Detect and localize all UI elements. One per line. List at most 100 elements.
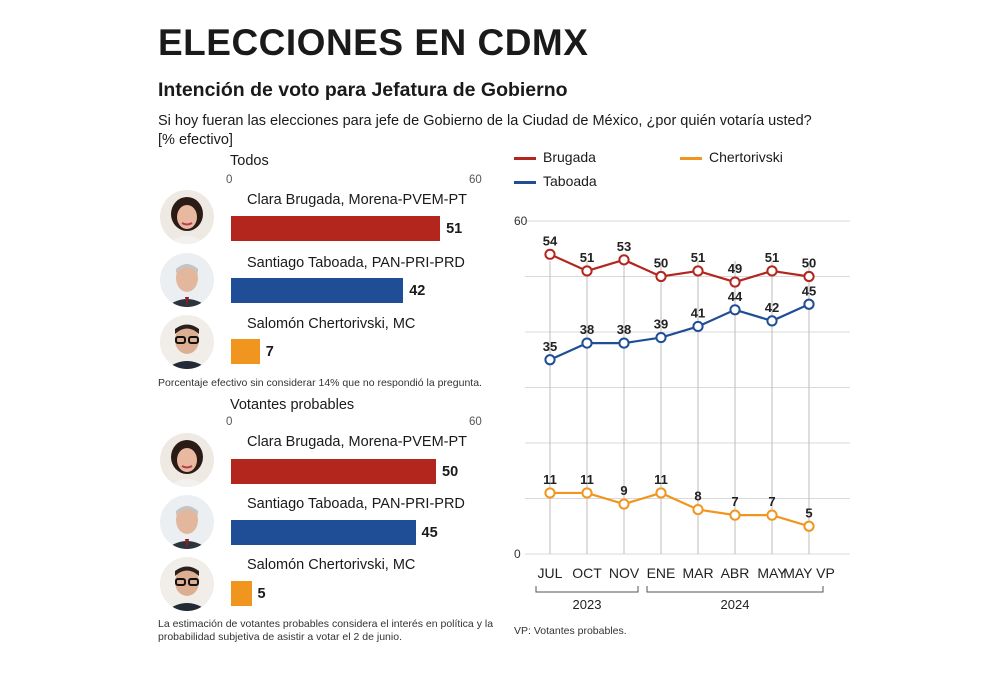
data-point-brugada	[692, 265, 704, 277]
candidate-label-taboada: Santiago Taboada, PAN-PRI-PRD	[247, 496, 465, 512]
avatar-taboada	[160, 495, 214, 549]
section-note: Porcentaje efectivo sin considerar 14% q…	[158, 377, 482, 389]
legend-label-brugada: Brugada	[543, 149, 596, 165]
data-label-chertorivski: 7	[768, 494, 775, 509]
survey-question: Si hoy fueran las elecciones para jefe d…	[158, 112, 858, 150]
data-label-brugada: 49	[728, 261, 742, 276]
avatar-brugada	[160, 433, 214, 487]
bar-brugada	[231, 459, 436, 484]
series-line-taboada	[549, 303, 810, 361]
question-text: Si hoy fueran las elecciones para jefe d…	[158, 113, 812, 129]
x-tick-label: ENE	[647, 565, 676, 581]
data-label-brugada: 50	[802, 256, 816, 271]
value-label-taboada: 45	[421, 525, 438, 541]
candidate-label-brugada: Clara Brugada, Morena-PVEM-PT	[247, 434, 467, 450]
legend-label-chertorivski: Chertorivski	[709, 149, 783, 165]
data-point-taboada	[692, 320, 704, 333]
data-label-chertorivski: 9	[620, 483, 627, 498]
data-label-brugada: 51	[765, 250, 779, 265]
avatar-chertorivski	[160, 557, 214, 611]
section-heading: Todos	[230, 153, 269, 169]
data-point-chertorivski	[729, 509, 741, 521]
data-point-taboada	[803, 298, 815, 310]
data-point-chertorivski	[803, 520, 815, 532]
y-tick-label: 60	[514, 214, 528, 228]
data-label-brugada: 51	[580, 250, 594, 265]
axis-min-label: 0	[226, 416, 233, 428]
data-point-chertorivski	[581, 487, 593, 499]
candidate-label-chertorivski: Salomón Chertorivski, MC	[247, 316, 416, 332]
x-tick-label: MAY VP	[783, 565, 835, 581]
data-label-chertorivski: 11	[654, 472, 668, 487]
data-label-chertorivski: 5	[805, 505, 812, 520]
avatar-brugada	[160, 190, 214, 244]
axis-min-label: 0	[226, 174, 233, 186]
data-point-brugada	[544, 248, 556, 260]
data-point-brugada	[729, 276, 741, 288]
x-tick-label: JUL	[538, 565, 563, 581]
x-tick-label: NOV	[609, 565, 640, 581]
data-label-chertorivski: 7	[731, 494, 738, 509]
year-label: 2023	[573, 597, 602, 612]
data-point-taboada	[655, 331, 667, 344]
value-label-taboada: 42	[409, 283, 426, 299]
chart-subtitle: Intención de voto para Jefatura de Gobie…	[158, 79, 568, 101]
data-point-brugada	[655, 270, 667, 283]
avatar-taboada	[160, 253, 214, 307]
data-label-taboada: 45	[802, 283, 816, 298]
data-point-taboada	[729, 304, 741, 316]
legend-label-taboada: Taboada	[543, 173, 597, 189]
candidate-label-taboada: Santiago Taboada, PAN-PRI-PRD	[247, 255, 465, 271]
data-label-taboada: 44	[728, 289, 743, 304]
page-title: ELECCIONES EN CDMX	[158, 22, 589, 63]
data-label-chertorivski: 11	[543, 472, 557, 487]
data-label-taboada: 41	[691, 305, 705, 320]
x-tick-label: OCT	[572, 565, 602, 581]
chart-footnote: VP: Votantes probables.	[514, 625, 627, 637]
data-point-taboada	[618, 337, 630, 349]
data-point-chertorivski	[618, 498, 630, 510]
section-note: La estimación de votantes probables cons…	[158, 618, 494, 643]
y-tick-label: 0	[514, 547, 521, 561]
data-point-taboada	[544, 354, 556, 366]
value-label-brugada: 51	[446, 221, 463, 237]
data-label-brugada: 50	[654, 256, 668, 271]
data-label-brugada: 54	[543, 233, 558, 248]
data-point-chertorivski	[766, 509, 778, 521]
legend-swatch-chertorivski	[680, 157, 702, 160]
year-label: 2024	[721, 597, 750, 612]
x-tick-label: MAY	[757, 565, 787, 581]
candidate-label-chertorivski: Salomón Chertorivski, MC	[247, 557, 416, 573]
section-heading: Votantes probables	[230, 397, 355, 413]
data-point-taboada	[766, 315, 778, 327]
data-label-brugada: 51	[691, 250, 705, 265]
data-point-brugada	[618, 254, 630, 266]
bar-chertorivski	[231, 581, 252, 606]
legend-swatch-taboada	[514, 181, 536, 184]
bar-taboada	[231, 278, 404, 303]
question-unit: [% efectivo]	[158, 132, 233, 148]
year-bracket	[646, 586, 824, 593]
legend-swatch-brugada	[514, 157, 536, 160]
axis-max-label: 60	[469, 174, 482, 186]
candidate-label-brugada: Clara Brugada, Morena-PVEM-PT	[247, 192, 467, 208]
data-label-chertorivski: 8	[694, 489, 701, 504]
value-label-chertorivski: 5	[257, 586, 266, 602]
value-label-chertorivski: 7	[265, 344, 274, 360]
bar-brugada	[231, 216, 441, 241]
data-point-brugada	[766, 265, 778, 277]
data-label-taboada: 42	[765, 300, 779, 315]
data-label-taboada: 39	[654, 317, 668, 332]
bar-taboada	[231, 520, 416, 545]
x-tick-label: ABR	[721, 565, 750, 581]
x-tick-label: MAR	[682, 565, 713, 581]
avatar-chertorivski	[160, 315, 214, 369]
data-point-chertorivski	[655, 487, 667, 499]
series-line-brugada	[549, 253, 810, 284]
bar-chertorivski	[231, 339, 260, 364]
data-point-chertorivski	[544, 487, 556, 499]
data-label-brugada: 53	[617, 239, 631, 254]
data-point-chertorivski	[692, 504, 704, 516]
value-label-brugada: 50	[442, 464, 459, 480]
